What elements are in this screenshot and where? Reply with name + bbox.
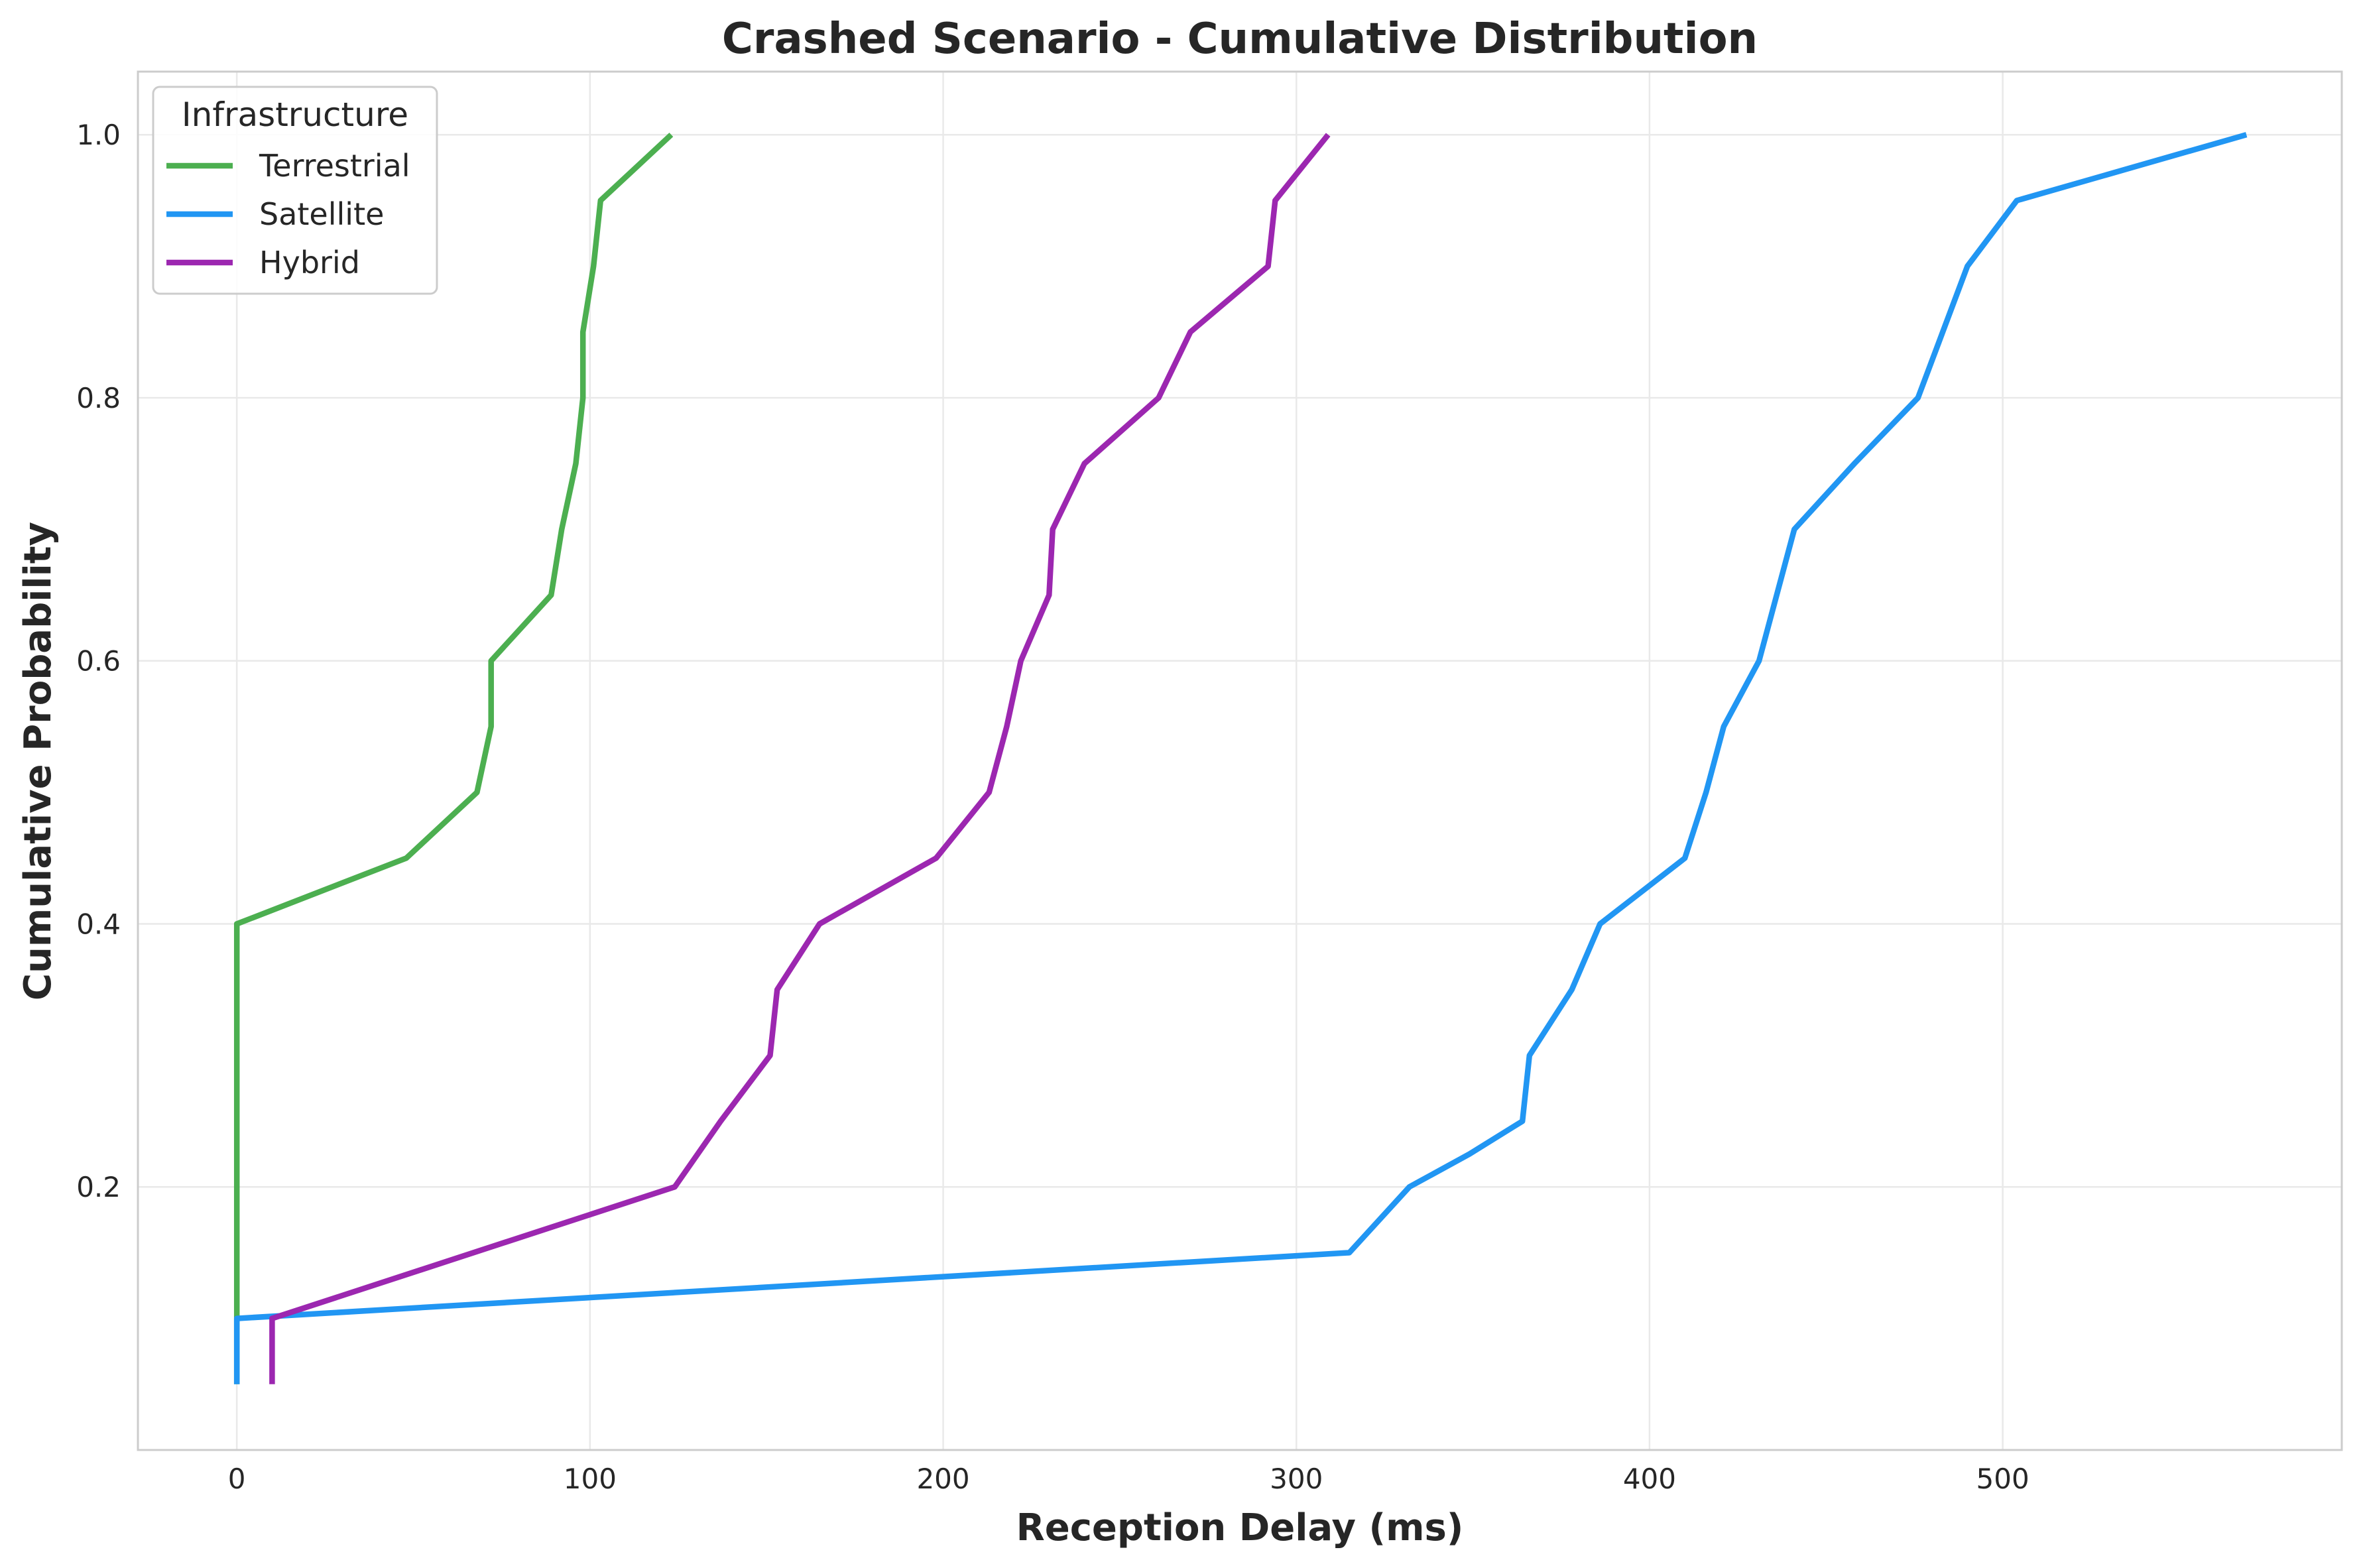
x-tick-label: 500	[1976, 1463, 2029, 1495]
y-axis-label: Cumulative Probability	[17, 522, 60, 1000]
y-tick-label: 0.8	[76, 382, 121, 414]
x-tick-label: 0	[228, 1463, 246, 1495]
y-tick-label: 1.0	[76, 119, 121, 151]
x-tick-label: 300	[1270, 1463, 1323, 1495]
plot-frame	[137, 70, 2343, 1451]
y-tick-label: 0.6	[76, 645, 121, 678]
chart-title: Crashed Scenario - Cumulative Distributi…	[722, 15, 1758, 64]
y-tick-label: 0.4	[76, 908, 121, 940]
legend-label-terrestrial: Terrestrial	[259, 148, 410, 184]
x-tick-label: 200	[916, 1463, 969, 1495]
tick-labels: 0 100 200 300 400 500 0.2 0.4 0.6 0.8 1.0	[76, 119, 2029, 1495]
x-axis-label: Reception Delay (ms)	[1016, 1506, 1464, 1549]
legend-box	[152, 86, 438, 295]
grid	[138, 72, 2342, 1450]
series-line-hybrid	[269, 133, 1331, 1384]
x-tick-label: 400	[1623, 1463, 1676, 1495]
series-line-satellite	[233, 132, 2248, 1384]
series-lines	[233, 132, 2248, 1384]
legend: Infrastructure Terrestrial Satellite Hybri…	[152, 86, 438, 295]
legend-title: Infrastructure	[182, 95, 408, 134]
series-line-terrestrial	[233, 133, 674, 1384]
legend-label-satellite: Satellite	[259, 196, 384, 232]
x-tick-label: 100	[564, 1463, 617, 1495]
y-tick-label: 0.2	[76, 1171, 121, 1203]
legend-items: Terrestrial Satellite Hybrid	[166, 148, 410, 280]
legend-label-hybrid: Hybrid	[259, 245, 360, 280]
